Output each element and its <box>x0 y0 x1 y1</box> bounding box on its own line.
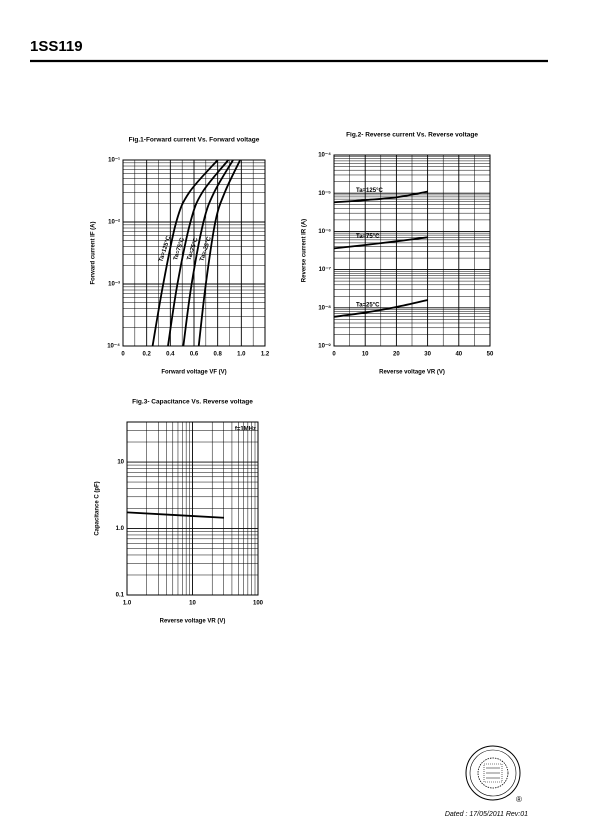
y-tick-label: 10⁻⁸ <box>318 305 331 311</box>
chart-title: Fig.1-Forward current Vs. Forward voltag… <box>129 137 260 144</box>
y-tick-label: 10⁻⁶ <box>318 229 331 235</box>
x-tick-label: 1.0 <box>237 352 246 358</box>
x-axis-label: Reverse voltage VR (V) <box>160 619 226 625</box>
x-tick-label: 0.8 <box>213 352 222 358</box>
y-tick-label: 0.1 <box>116 593 125 599</box>
chart-title: Fig.3- Capacitance Vs. Reverse voltage <box>132 399 253 406</box>
x-tick-label: 50 <box>487 352 494 358</box>
plot-frame <box>126 421 259 596</box>
plot-frame <box>122 159 266 347</box>
series-line <box>333 299 428 318</box>
x-tick-label: 0.2 <box>142 352 151 358</box>
y-tick-label: 10⁻⁹ <box>318 344 331 350</box>
x-tick-label: 0.4 <box>166 352 175 358</box>
y-axis-label: Forward current IF (A) <box>91 221 97 284</box>
x-tick-label: 10 <box>362 352 369 358</box>
y-tick-label: 10⁻¹ <box>108 157 120 164</box>
x-tick-label: 1.2 <box>261 352 270 358</box>
y-axis-label: Reverse current IR (A) <box>302 219 308 282</box>
x-tick-label: 10 <box>189 601 196 607</box>
y-tick-label: 10⁻³ <box>108 281 120 288</box>
series-label: Ta=75°C <box>356 234 380 240</box>
series-line <box>167 159 230 347</box>
logo <box>465 745 521 801</box>
y-axis-label: Capacitance C (pF) <box>95 481 101 535</box>
header-title: 1SS119 <box>30 38 83 55</box>
y-tick-label: 10⁻⁴ <box>318 153 331 159</box>
y-tick-label: 10⁻⁴ <box>107 344 120 350</box>
plot-frame <box>333 154 491 347</box>
y-tick-label: 1.0 <box>116 526 125 532</box>
chart-title: Fig.2- Reverse current Vs. Reverse volta… <box>346 132 478 139</box>
series-line <box>333 236 428 250</box>
x-tick-label: 100 <box>253 601 264 607</box>
x-tick-label: 1.0 <box>123 601 132 607</box>
x-axis-label: Forward voltage VF (V) <box>161 370 226 376</box>
y-tick-label: 10⁻⁵ <box>318 191 331 197</box>
y-tick-label: 10 <box>117 460 124 466</box>
x-tick-label: 0 <box>332 352 336 358</box>
x-tick-label: 0 <box>121 352 125 358</box>
x-tick-label: 20 <box>393 352 400 358</box>
y-tick-label: 10⁻⁷ <box>319 267 332 273</box>
x-axis-label: Reverse voltage VR (V) <box>379 370 445 376</box>
footer-date: Dated : 17/05/2011 Rev:01 <box>445 811 528 818</box>
x-tick-label: 30 <box>424 352 431 358</box>
series-line <box>126 511 224 519</box>
series-line <box>333 190 428 204</box>
series-label: Ta=125°C <box>356 188 383 194</box>
y-tick-label: 10⁻² <box>108 219 120 226</box>
series-line <box>197 159 241 347</box>
registered-mark: ® <box>516 795 522 804</box>
x-tick-label: 40 <box>455 352 462 358</box>
series-line <box>182 159 234 347</box>
x-tick-label: 0.6 <box>190 352 199 358</box>
annotation: f=1MHz <box>235 427 256 433</box>
series-label: Ta=25°C <box>356 302 380 308</box>
series-line <box>151 159 219 347</box>
